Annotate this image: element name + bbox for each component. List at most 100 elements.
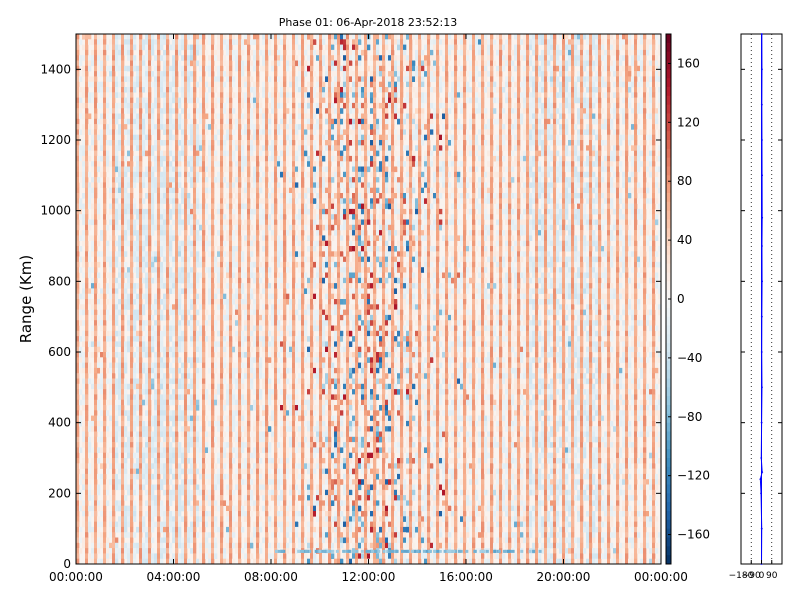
- heatmap-cell: [238, 420, 242, 427]
- heatmap-cell: [229, 304, 233, 310]
- heatmap-cell: [220, 542, 224, 549]
- heatmap-cell: [82, 166, 86, 173]
- heatmap-cell: [118, 129, 122, 135]
- heatmap-cell: [163, 442, 167, 448]
- heatmap-cell: [247, 405, 251, 411]
- heatmap-cell: [118, 60, 122, 67]
- heatmap-cell: [91, 235, 95, 241]
- heatmap-cell: [82, 230, 86, 236]
- heatmap-cell: [232, 495, 236, 501]
- heatmap-cell: [169, 108, 173, 114]
- heatmap-cell: [127, 224, 131, 231]
- heatmap-cell: [112, 367, 116, 374]
- heatmap-cell: [118, 357, 122, 363]
- heatmap-cell: [145, 442, 149, 448]
- heatmap-cell: [175, 548, 179, 554]
- heatmap-cell: [94, 526, 98, 533]
- heatmap-cell: [232, 145, 236, 151]
- heatmap-cell: [187, 97, 191, 104]
- heatmap-cell: [85, 532, 89, 538]
- heatmap-cell: [166, 484, 170, 491]
- heatmap-cell: [193, 526, 197, 533]
- heatmap-cell: [259, 558, 263, 565]
- heatmap-cell: [187, 431, 191, 438]
- heatmap-cell: [127, 39, 131, 45]
- heatmap-cell: [241, 511, 245, 517]
- heatmap-cell: [241, 330, 245, 337]
- heatmap-cell: [94, 161, 98, 167]
- heatmap-cell: [226, 362, 230, 369]
- heatmap-cell: [142, 124, 146, 130]
- heatmap-cell: [76, 118, 80, 125]
- heatmap-cell: [175, 463, 179, 469]
- heatmap-cell: [241, 187, 245, 194]
- heatmap-cell: [184, 230, 188, 236]
- heatmap-cell: [202, 511, 206, 517]
- heatmap-cell: [160, 314, 164, 321]
- heatmap-cell: [139, 49, 143, 56]
- heatmap-cell: [133, 39, 137, 45]
- heatmap-cell: [94, 124, 98, 130]
- heatmap-cell: [202, 134, 206, 141]
- heatmap-cell: [85, 367, 89, 374]
- heatmap-cell: [97, 526, 101, 533]
- heatmap-cell: [121, 436, 125, 443]
- heatmap-cell: [250, 134, 254, 141]
- heatmap-cell: [193, 505, 197, 512]
- heatmap-cell: [262, 537, 266, 544]
- heatmap-cell: [238, 187, 242, 194]
- heatmap-cell: [130, 373, 134, 379]
- heatmap-cell: [127, 272, 131, 279]
- heatmap-cell: [157, 442, 161, 448]
- heatmap-cell: [154, 336, 158, 342]
- heatmap-cell: [208, 60, 212, 67]
- heatmap-cell: [175, 479, 179, 485]
- heatmap-cell: [157, 458, 161, 464]
- heatmap-cell: [106, 261, 110, 268]
- heatmap-cell: [127, 521, 131, 528]
- heatmap-cell: [109, 129, 113, 135]
- heatmap-cell: [82, 336, 86, 342]
- heatmap-cell: [82, 208, 86, 215]
- heatmap-cell: [106, 288, 110, 294]
- heatmap-cell: [139, 293, 143, 300]
- heatmap-cell: [142, 473, 146, 480]
- heatmap-cell: [181, 394, 185, 400]
- heatmap-cell: [178, 505, 182, 512]
- heatmap-cell: [205, 97, 209, 104]
- heatmap-cell: [178, 309, 182, 316]
- heatmap-cell: [175, 389, 179, 395]
- heatmap-cell: [136, 463, 140, 469]
- heatmap-cell: [124, 293, 128, 300]
- heatmap-cell: [76, 553, 80, 559]
- heatmap-cell: [85, 463, 89, 469]
- heatmap-cell: [97, 240, 101, 247]
- heatmap-cell: [124, 214, 128, 220]
- heatmap-cell: [157, 155, 161, 162]
- heatmap-cell: [121, 516, 125, 522]
- heatmap-cell: [232, 505, 236, 512]
- heatmap-cell: [238, 468, 242, 475]
- heatmap-cell: [172, 219, 176, 226]
- heatmap-cell: [253, 299, 257, 305]
- heatmap-cell: [97, 542, 101, 549]
- heatmap-cell: [184, 352, 188, 358]
- heatmap-cell: [139, 420, 143, 427]
- heatmap-cell: [220, 426, 224, 432]
- heatmap-cell: [118, 548, 122, 554]
- heatmap-cell: [172, 304, 176, 310]
- heatmap-cell: [232, 34, 236, 40]
- heatmap-cell: [229, 558, 233, 565]
- heatmap-cell: [235, 378, 239, 385]
- heatmap-cell: [259, 208, 263, 215]
- heatmap-cell: [139, 267, 143, 273]
- heatmap-cell: [115, 60, 119, 67]
- heatmap-cell: [214, 267, 218, 273]
- heatmap-cell: [160, 113, 164, 120]
- heatmap-cell: [166, 463, 170, 469]
- heatmap-cell: [265, 34, 269, 40]
- heatmap-cell: [148, 240, 152, 247]
- heatmap-cell: [256, 187, 260, 194]
- heatmap-cell: [94, 357, 98, 363]
- heatmap-cell: [118, 521, 122, 528]
